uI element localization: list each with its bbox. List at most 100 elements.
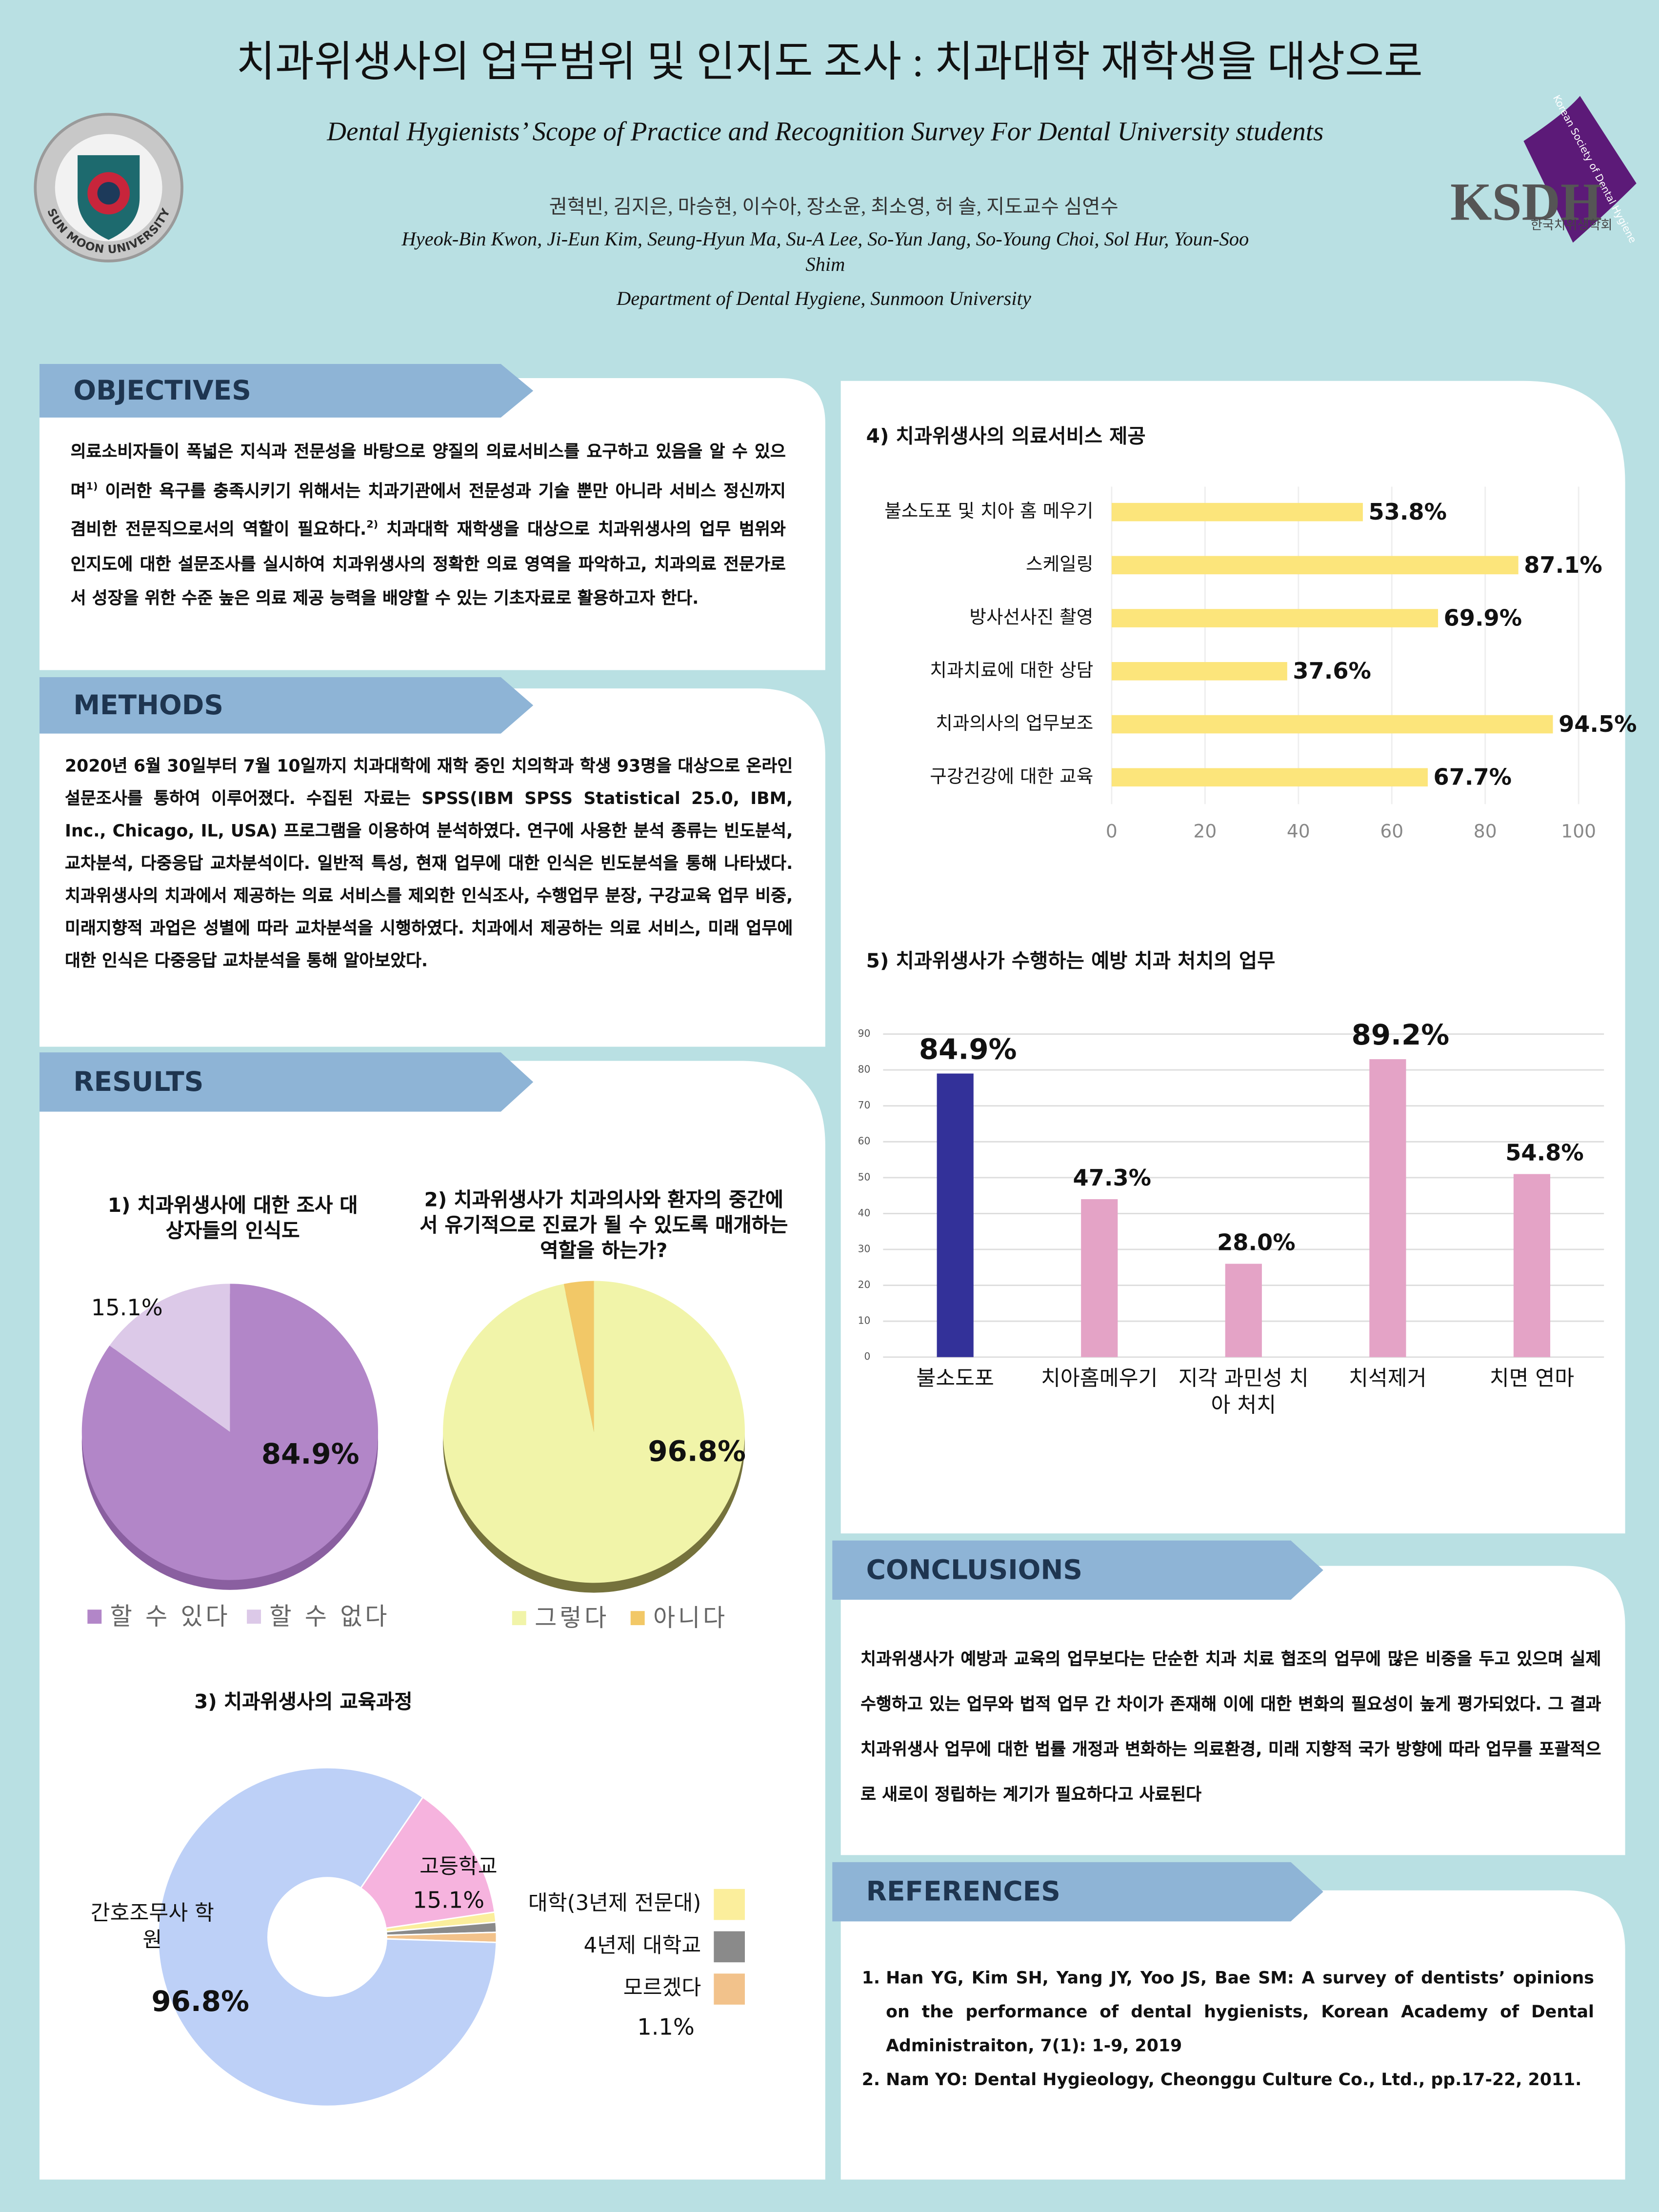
references-box-box: Han YG, Kim SH, Yang JY, Yoo JS, Bae SM:… [846,1961,1594,2116]
text-run: 의료소비자들이 폭넓은 지식과 전문성을 바탕으로 양질의 의료서비스를 요구하… [70,442,786,501]
logo-emblem-inner [97,182,120,205]
ksdh-mark: KSDH [1450,172,1602,231]
y-tick-label: 방사선사진 촬영 [969,606,1093,628]
legend-swatch [87,1609,102,1624]
panel [39,378,825,670]
conclusions-text-box: 치과위생사가 예방과 교육의 업무보다는 단순한 치과 치료 협조의 업무에 많… [860,1649,1601,1804]
legend-swatch [714,1889,745,1920]
legend-swatch [714,1973,745,2005]
x-tick-label: 지각 과민성 치아 처치 [1178,1366,1309,1418]
x-tick-label: 20 [1193,821,1217,842]
panel [840,381,1625,1534]
section-heading: METHODS [73,689,223,721]
legend-label: 대학(3년제 전문대) [528,1891,701,1915]
chart-title-box: 1) 치과위생사에 대한 조사 대상자들의 인식도 [107,1195,358,1243]
data-label: 54.8% [1505,1139,1583,1166]
legend-swatch [247,1609,261,1624]
bar [1369,1059,1406,1357]
pie-slice [109,1284,230,1432]
data-label: 15.1% [91,1294,163,1321]
y-tick-label: 40 [858,1207,871,1219]
bar [1111,715,1553,734]
section-tab [39,1052,534,1112]
pie-slice [443,1281,745,1583]
x-tick-label-box: 치아홈메우기 [1041,1366,1158,1391]
chart-title-box: 3) 치과위생사의 교육과정 [194,1691,412,1714]
data-label: 67.7% [1434,764,1512,790]
section-heading: OBJECTIVES [73,375,251,406]
legend-label: 그렇다 [535,1604,609,1632]
authors-ko: 권혁빈, 김지은, 마승현, 이수아, 장소윤, 최소영, 허 솔, 지도교수 … [549,196,1119,218]
section-tab [39,364,534,418]
chart-title: 1) 치과위생사에 대한 조사 대상자들의 인식도 [107,1195,358,1243]
bar [1111,503,1363,522]
pie-slice [81,1284,379,1580]
y-tick-label: 60 [858,1135,871,1147]
data-label: 47.3% [1073,1165,1151,1191]
footnote-ref: 1) [86,479,98,492]
section-heading: CONCLUSIONS [866,1554,1082,1585]
x-tick-label-box: 불소도포 [916,1366,994,1391]
x-tick-label: 치면 연마 [1489,1366,1575,1391]
bar [937,1073,974,1357]
y-tick-label: 치과의사의 업무보조 [936,712,1093,734]
data-label: 69.9% [1444,604,1522,631]
bar [1111,609,1439,627]
data-label: 96.8% [151,1985,249,2018]
pie-slice [157,1767,498,2107]
pie-slice [563,1281,594,1432]
data-label: 89.2% [1352,1018,1450,1051]
data-label: 37.6% [1293,658,1371,684]
authors-en: Hyeok-Bin Kwon, Ji-Eun Kim, Seung-Hyun M… [381,228,1270,279]
x-tick-label: 치석제거 [1348,1366,1427,1391]
objectives-text: 의료소비자들이 폭넓은 지식과 전문성을 바탕으로 양질의 의료서비스를 요구하… [71,435,786,616]
bar [1111,556,1519,575]
title: 치과위생사의 업무범위 및 인지도 조사 : 치과대학 재학생을 대상으로 [236,39,1422,85]
y-tick-label: 80 [858,1064,871,1075]
x-tick-label: 불소도포 [916,1366,994,1391]
panel [840,1890,1625,2180]
department: Department of Dental Hygiene, Sunmoon Un… [616,287,1031,309]
x-tick-label-box: 지각 과민성 치아 처치 [1178,1366,1309,1418]
ksdh-flag [1523,96,1637,243]
x-tick-label: 80 [1474,821,1497,842]
section-heading: REFERENCES [866,1876,1060,1907]
x-tick-label: 0 [1106,821,1118,842]
data-label: 94.5% [1559,711,1637,737]
data-label: 87.1% [1524,552,1602,578]
y-tick-label: 0 [864,1350,870,1362]
legend-label: 4년제 대학교 [583,1933,701,1958]
data-label: 96.8% [648,1434,746,1468]
bar [1513,1174,1551,1357]
references-box: Han YG, Kim SH, Yang JY, Yoo JS, Bae SM:… [846,1961,1594,2096]
pie-slice [360,1796,496,1929]
data-label: 84.9% [919,1032,1017,1066]
authors-en-box: Hyeok-Bin Kwon, Ji-Eun Kim, Seung-Hyun M… [381,228,1270,279]
category-label-box: 간호조무사 학원 [91,1900,214,1952]
bar [1111,768,1428,787]
y-tick-label: 치과치료에 대한 상담 [930,659,1093,681]
y-tick-label: 스케일링 [1026,553,1093,575]
section-tab [832,1862,1323,1922]
objectives-text-box: 의료소비자들이 폭넓은 지식과 전문성을 바탕으로 양질의 의료서비스를 요구하… [71,435,786,616]
data-label: 15.1% [413,1887,484,1913]
y-tick-label: 10 [858,1315,871,1327]
bar [1225,1264,1262,1357]
chart-title: 2) 치과위생사가 치과의사와 환자의 중간에서 유기적으로 진료가 될 수 있… [420,1189,788,1263]
data-label: 1.1% [637,2014,695,2040]
category-label: 고등학교 [420,1854,498,1879]
bar [1081,1199,1118,1357]
x-tick-label-box: 치석제거 [1348,1366,1427,1391]
y-tick-label: 구강건강에 대한 교육 [930,765,1093,787]
ksdh-name-ko: 한국치위생학회 [1531,218,1613,233]
legend-swatch [630,1611,645,1626]
y-tick-label: 불소도포 및 치아 홈 메우기 [884,500,1093,522]
chart-title-box: 2) 치과위생사가 치과의사와 환자의 중간에서 유기적으로 진료가 될 수 있… [420,1189,788,1263]
reference: Han YG, Kim SH, Yang JY, Yoo JS, Bae SM:… [886,1961,1594,2062]
y-tick-label: 90 [858,1027,871,1039]
section-heading: RESULTS [73,1066,203,1097]
legend-label: 모르겠다 [623,1976,701,2000]
y-tick-label: 70 [858,1099,871,1111]
legend-label: 아니다 [653,1604,728,1632]
